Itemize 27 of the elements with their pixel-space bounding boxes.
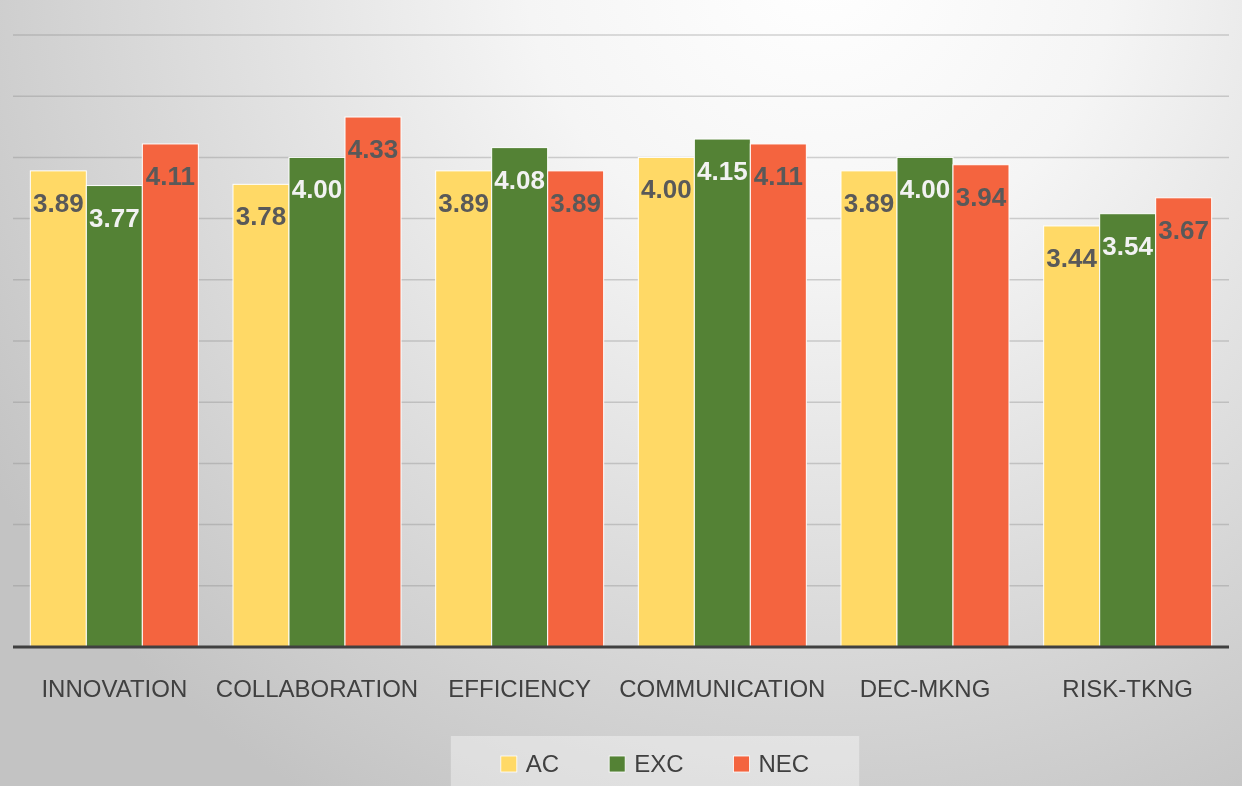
x-tick-label: COMMUNICATION [619,675,826,702]
x-tick-label: COLLABORATION [215,675,419,702]
data-label: 4.11 [145,160,195,191]
data-label: 3.67 [1158,214,1209,245]
legend-label: EXC [634,750,684,777]
data-label: 3.77 [89,202,140,233]
data-label: 4.15 [697,156,748,187]
x-tick-label: RISK-TKNG [1062,675,1194,702]
data-label: 4.00 [291,174,343,205]
data-label: 3.78 [235,201,287,232]
data-label: 4.00 [641,174,692,205]
data-label: 4.11 [753,160,803,191]
data-label: 4.00 [899,174,951,205]
data-label: 3.89 [843,187,895,218]
x-tick-label: INNOVATION [41,675,188,702]
legend-label: NEC [758,750,810,777]
data-label: 4.33 [347,134,399,165]
data-label: 3.94 [955,181,1007,212]
x-tick-label: DEC-MKNG [859,675,991,702]
x-tick-label: EFFICIENCY [448,675,592,702]
data-label: 4.08 [494,164,545,195]
data-label: 3.89 [438,187,489,218]
data-label: 3.89 [550,187,601,218]
legend-label: AC [525,750,560,777]
data-label: 3.44 [1046,242,1098,273]
data-label: 3.89 [33,187,84,218]
data-label: 3.54 [1102,230,1154,261]
